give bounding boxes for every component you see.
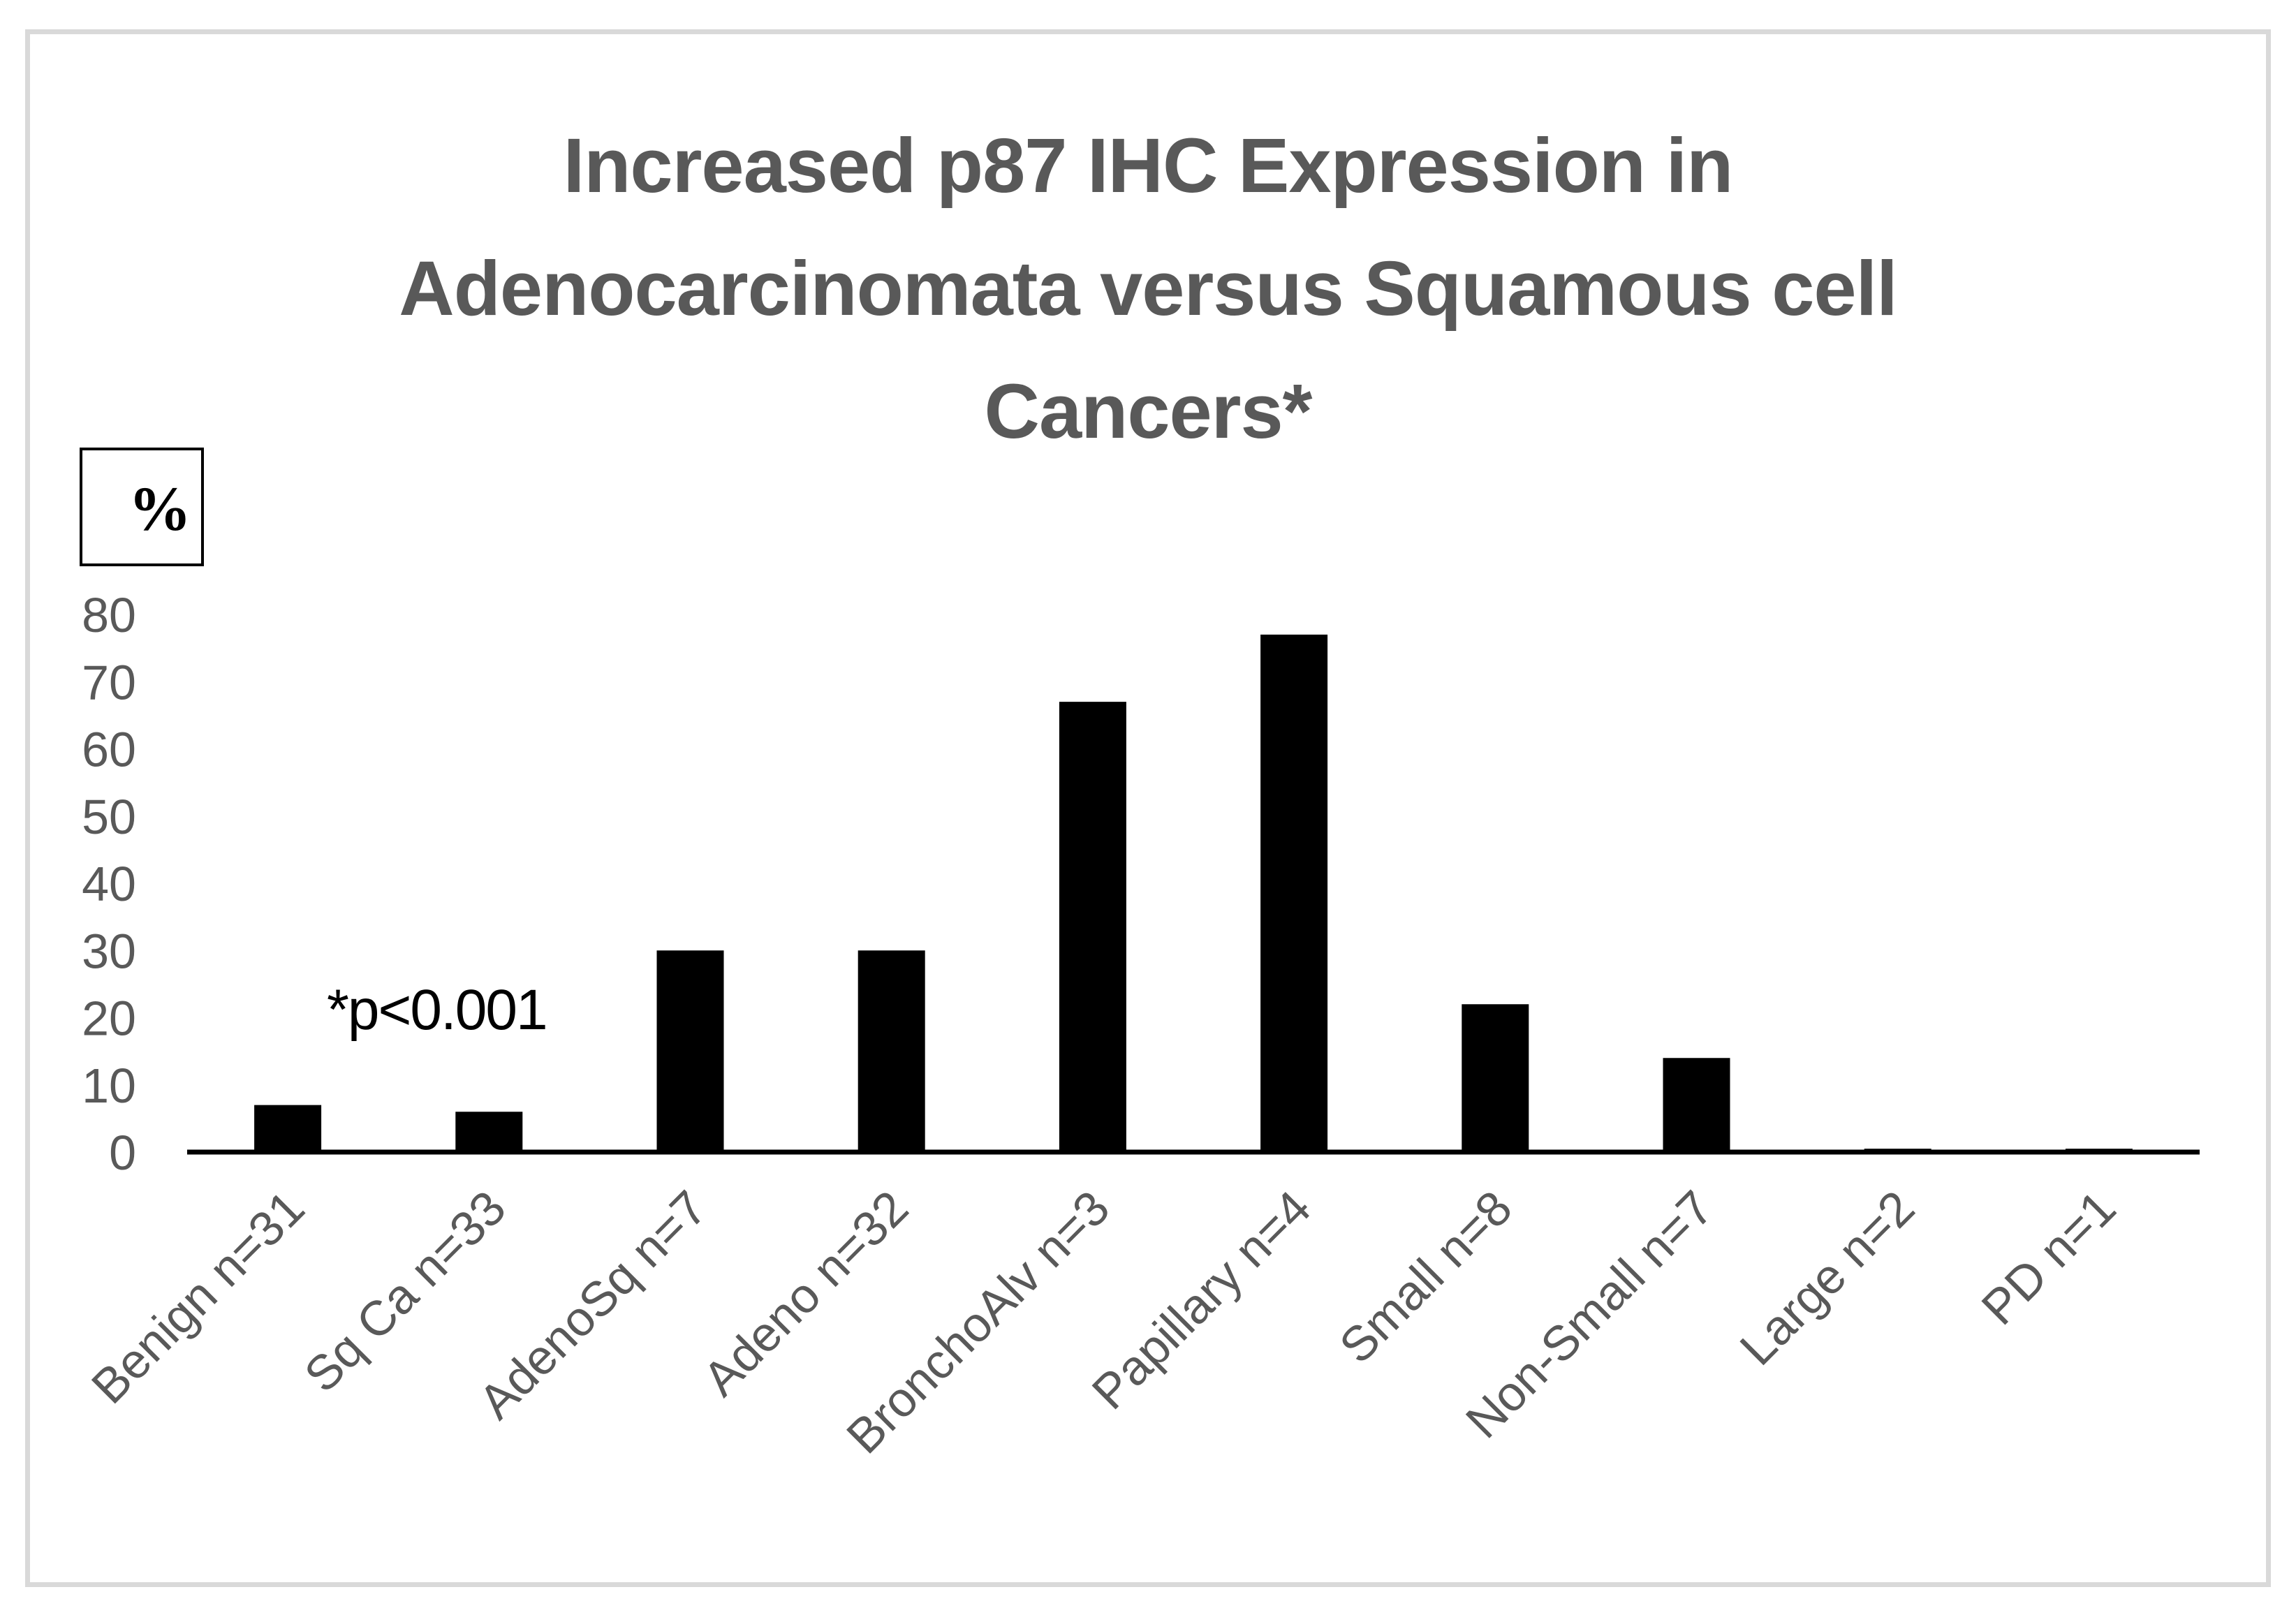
x-tick-label: Adeno n=32 <box>693 1180 919 1406</box>
y-tick-label: 10 <box>82 1059 136 1113</box>
chart-title-line-2: Adenocarcinomata versus Squamous cell <box>399 246 1897 332</box>
chart-title-line-1: Increased p87 IHC Expression in <box>563 123 1734 209</box>
y-tick-label: 30 <box>82 924 136 978</box>
x-tick-label: Small n=8 <box>1329 1180 1522 1373</box>
x-tick-label: Benign n=31 <box>81 1180 315 1414</box>
x-tick-label: PD n=1 <box>1971 1180 2126 1335</box>
chart-title-line-3: Cancers* <box>984 369 1313 455</box>
y-tick-label: 20 <box>82 991 136 1046</box>
y-tick-label: 80 <box>82 588 136 642</box>
y-tick-label: 40 <box>82 857 136 911</box>
bar <box>254 1105 322 1152</box>
x-tick-label: Papillary n=4 <box>1082 1180 1321 1419</box>
y-axis-unit-label: % <box>80 448 204 566</box>
chart-title: Increased p87 IHC Expression in Adenocar… <box>279 105 2017 473</box>
bar <box>1462 1004 1529 1152</box>
significance-annotation: *p<0.001 <box>327 978 548 1042</box>
y-tick-label: 0 <box>109 1126 136 1180</box>
bars <box>254 634 2133 1152</box>
bar <box>1059 702 1126 1152</box>
y-axis-ticks: 0 10 20 30 40 50 60 70 80 <box>82 588 136 1180</box>
bar <box>1663 1058 1730 1152</box>
y-tick-label: 50 <box>82 790 136 844</box>
bar <box>1260 634 1328 1152</box>
y-tick-label: 60 <box>82 723 136 777</box>
x-tick-label: Large n=2 <box>1730 1180 1925 1375</box>
x-tick-label: Sq Ca n=33 <box>294 1180 516 1402</box>
bar <box>656 950 724 1152</box>
bar <box>858 950 925 1152</box>
y-tick-label: 70 <box>82 655 136 709</box>
chart-frame <box>25 29 2271 1587</box>
bar <box>455 1112 523 1152</box>
